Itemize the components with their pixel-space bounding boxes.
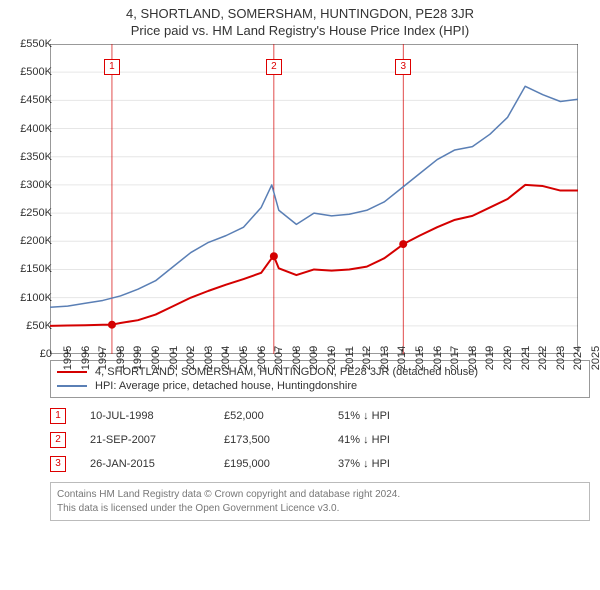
row-price: £52,000 [224,410,314,422]
x-tick-label: 2025 [578,346,600,370]
row-delta: 41% ↓ HPI [338,434,390,446]
table-row: 3 26-JAN-2015 £195,000 37% ↓ HPI [50,452,590,476]
row-date: 10-JUL-1998 [90,410,200,422]
chart-frame: 4, SHORTLAND, SOMERSHAM, HUNTINGDON, PE2… [0,0,600,590]
y-tick-label: £200K [20,235,52,247]
row-marker: 3 [50,456,66,472]
chart-svg [50,44,578,354]
transactions-table: 1 10-JUL-1998 £52,000 51% ↓ HPI 2 21-SEP-2007… [50,404,590,476]
y-tick-label: £500K [20,66,52,78]
y-tick-label: £450K [20,94,52,106]
chart-titles: 4, SHORTLAND, SOMERSHAM, HUNTINGDON, PE2… [0,0,600,40]
footer-line-1: Contains HM Land Registry data © Crown c… [57,488,583,502]
legend-label: HPI: Average price, detached house, Hunt… [95,380,357,392]
row-price: £195,000 [224,458,314,470]
row-price: £173,500 [224,434,314,446]
y-tick-label: £250K [20,207,52,219]
y-tick-label: £550K [20,38,52,50]
y-tick-label: £100K [20,292,52,304]
y-tick-label: £50K [26,320,52,332]
row-delta: 37% ↓ HPI [338,458,390,470]
row-date: 21-SEP-2007 [90,434,200,446]
row-delta: 51% ↓ HPI [338,410,390,422]
attribution-footer: Contains HM Land Registry data © Crown c… [50,482,590,521]
y-tick-label: £150K [20,263,52,275]
table-row: 1 10-JUL-1998 £52,000 51% ↓ HPI [50,404,590,428]
legend-swatch [57,371,87,373]
row-date: 26-JAN-2015 [90,458,200,470]
y-tick-label: £400K [20,123,52,135]
row-marker: 2 [50,432,66,448]
row-marker: 1 [50,408,66,424]
title-subtitle: Price paid vs. HM Land Registry's House … [4,23,596,38]
annotation-marker: 1 [104,59,120,75]
table-row: 2 21-SEP-2007 £173,500 41% ↓ HPI [50,428,590,452]
y-tick-label: £350K [20,151,52,163]
y-tick-label: £300K [20,179,52,191]
annotation-marker: 3 [395,59,411,75]
chart-plot: £0£50K£100K£150K£200K£250K£300K£350K£400… [50,44,578,354]
title-address: 4, SHORTLAND, SOMERSHAM, HUNTINGDON, PE2… [4,6,596,21]
legend-item: HPI: Average price, detached house, Hunt… [57,379,583,393]
footer-line-2: This data is licensed under the Open Gov… [57,502,583,516]
annotation-marker: 2 [266,59,282,75]
legend-swatch [57,385,87,387]
